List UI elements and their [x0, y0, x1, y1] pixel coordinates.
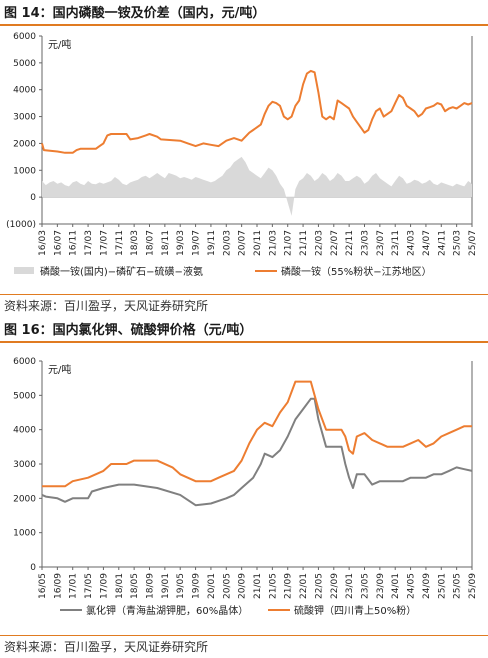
y-tick-label: 3000: [13, 113, 36, 123]
figure-16-chart: 6000 5000 4000 3000 2000 1000 0 元/吨 16/05 16/09 17…: [13, 357, 478, 617]
x-tick-label: 17/01: [69, 573, 79, 599]
x-tick-label: 23/11: [391, 230, 401, 256]
x-tick-label: 22/11: [345, 230, 355, 256]
x-tick-label: 25/03: [453, 230, 463, 256]
x-tick-label: 23/05: [361, 573, 371, 599]
x-tick-label: 16/03: [38, 230, 48, 256]
x-tick-label: 18/09: [146, 573, 156, 599]
x-tick-label: 17/05: [84, 573, 94, 599]
x-tick-label: 25/01: [437, 573, 447, 599]
series-line-1: [41, 69, 473, 154]
x-tick-label: 16/09: [53, 573, 63, 599]
x-tick-label: 17/11: [115, 230, 125, 256]
x-tick-label: 21/09: [284, 573, 294, 599]
x-tick-label: 21/11: [299, 230, 309, 256]
figure-16-title-rule: [0, 341, 488, 343]
x-tick-label: 17/03: [84, 230, 94, 256]
x-tick-label: 18/01: [115, 573, 125, 599]
figure-14-source: 资料来源：百川盈孚，天风证券研究所: [4, 299, 209, 313]
x-tick-label: 18/07: [146, 230, 156, 256]
x-tick-label: 18/05: [130, 573, 140, 599]
x-tick-label: 19/03: [176, 230, 186, 256]
x-tick-label: 19/09: [192, 573, 202, 599]
x-tick-label: 21/03: [268, 230, 278, 256]
x-tick-label: 17/07: [99, 230, 109, 256]
legend-label-0: 磷酸一铵(国内)−磷矿石−硫磺−液氨: [40, 265, 203, 278]
x-tick-label: 25/05: [453, 573, 463, 599]
x-tick-label: 17/09: [99, 573, 109, 599]
legend-swatch-0: [14, 267, 34, 274]
y-tick-label: 1000: [13, 529, 36, 539]
y-tick-label: 5000: [13, 391, 36, 401]
y-tick-label: 0: [30, 193, 36, 203]
x-tick-label: 22/07: [330, 230, 340, 256]
legend-label-1: 磷酸一铵（55%粉状−江苏地区）: [281, 265, 432, 278]
y-tick-label: 2000: [13, 139, 36, 149]
x-tick-label: 24/05: [407, 573, 417, 599]
x-tick-label: 24/07: [422, 230, 432, 256]
x-tick-label: 24/11: [437, 230, 447, 256]
y-tick-label: 5000: [13, 59, 36, 69]
y-tick-label: 4000: [13, 426, 36, 436]
y-tick-label: 1000: [13, 166, 36, 176]
unit-label: 元/吨: [48, 363, 71, 376]
x-tick-label: 24/03: [407, 230, 417, 256]
x-tick-label: 20/03: [222, 230, 232, 256]
y-tick-label: (1000): [6, 220, 36, 230]
x-tick-label: 20/11: [253, 230, 263, 256]
y-tick-label: 6000: [13, 357, 36, 367]
x-tick-label: 21/07: [284, 230, 294, 256]
x-tick-label: 23/03: [361, 230, 371, 256]
x-tick-label: 20/07: [238, 230, 248, 256]
y-tick-label: 2000: [13, 494, 36, 504]
legend-label-1: 硫酸钾（四川青上50%粉）: [294, 604, 416, 617]
x-tick-label: 16/07: [53, 230, 63, 256]
x-tick-label: 24/09: [422, 573, 432, 599]
figure-16-source: 资料来源：百川盈孚，天风证券研究所: [4, 640, 209, 654]
x-tick-label: 21/05: [268, 573, 278, 599]
x-tick-label: 22/09: [330, 573, 340, 599]
y-tick-label: 3000: [13, 460, 36, 470]
x-tick-label: 25/07: [468, 230, 478, 256]
x-tick-label: 20/01: [207, 573, 217, 599]
figure-14-title: 图 14：国内磷酸一铵及价差（国内，元/吨）: [4, 6, 266, 21]
x-tick-label: 19/11: [207, 230, 217, 256]
x-tick-label: 22/05: [314, 573, 324, 599]
series-line-0: [41, 397, 473, 507]
x-tick-label: 16/05: [38, 573, 48, 599]
x-tick-label: 18/03: [130, 230, 140, 256]
x-tick-label: 23/09: [376, 573, 386, 599]
x-tick-label: 20/09: [238, 573, 248, 599]
x-tick-label: 19/01: [161, 573, 171, 599]
x-tick-label: 16/11: [69, 230, 79, 256]
figure-16-title: 图 16：国内氯化钾、硫酸钾价格（元/吨）: [4, 323, 253, 338]
figure-14-title-rule: [0, 24, 488, 26]
y-tick-label: 4000: [13, 86, 36, 96]
figure-14-chart: 6000 5000 4000 3000 2000 1000 0 (1000) 元/吨 16/03 1…: [6, 32, 478, 278]
series-line-1: [42, 380, 472, 488]
legend-label-0: 氯化钾（青海盐湖钾肥，60%晶体）: [86, 604, 248, 617]
x-tick-label: 20/05: [222, 573, 232, 599]
series-area-0: [42, 156, 472, 216]
x-tick-label: 19/05: [176, 573, 186, 599]
unit-label: 元/吨: [48, 38, 71, 51]
x-tick-label: 22/01: [299, 573, 309, 599]
x-tick-label: 22/03: [314, 230, 324, 256]
x-tick-label: 23/07: [376, 230, 386, 256]
x-tick-label: 18/11: [161, 230, 171, 256]
figure-14-bottom-rule: [0, 294, 488, 295]
y-tick-label: 0: [30, 563, 36, 573]
x-tick-label: 25/09: [468, 573, 478, 599]
figure-16-bottom-rule: [0, 635, 488, 636]
y-tick-label: 6000: [13, 32, 36, 42]
x-tick-label: 23/01: [345, 573, 355, 599]
x-tick-label: 19/07: [192, 230, 202, 256]
x-tick-label: 21/01: [253, 573, 263, 599]
x-tick-label: 24/01: [391, 573, 401, 599]
